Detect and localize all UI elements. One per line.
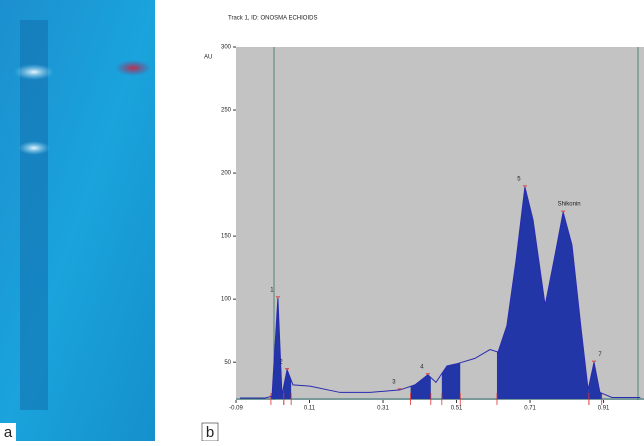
peak-area — [441, 362, 461, 399]
annotation: 4 — [420, 364, 424, 370]
y-tick-label: 300 — [221, 45, 232, 51]
panel-label: b — [206, 424, 214, 441]
x-tick-label: -0.09 — [229, 406, 243, 412]
x-tick-label: 0.51 — [451, 406, 463, 412]
y-axis-label: AU — [204, 55, 212, 61]
annotation: 1 — [270, 287, 274, 293]
y-tick-label: 100 — [221, 297, 232, 303]
tlc-plate — [0, 0, 200, 441]
annotation: 7 — [598, 352, 602, 358]
y-tick-label: 250 — [221, 108, 232, 114]
annotation: 3 — [392, 379, 396, 385]
line — [240, 186, 641, 399]
annotation: Shikonin — [558, 202, 581, 208]
x-tick-label: 0.71 — [524, 406, 536, 412]
x-tick-label: 0.91 — [598, 406, 610, 412]
annotation: 5 — [517, 177, 521, 183]
label-box — [0, 423, 16, 441]
peak-area — [410, 374, 431, 399]
y-tick-label: 150 — [221, 234, 232, 240]
panel-label: a — [4, 424, 13, 441]
x-tick-label: 0.31 — [377, 406, 389, 412]
y-tick-label: 200 — [221, 171, 232, 177]
y-tick-label: 50 — [224, 360, 231, 366]
annotation: 2 — [279, 359, 283, 365]
x-tick-label: 0.11 — [304, 406, 316, 412]
chart-title: Track 1, ID: ONOSMA ECHIOIDS — [228, 16, 317, 22]
